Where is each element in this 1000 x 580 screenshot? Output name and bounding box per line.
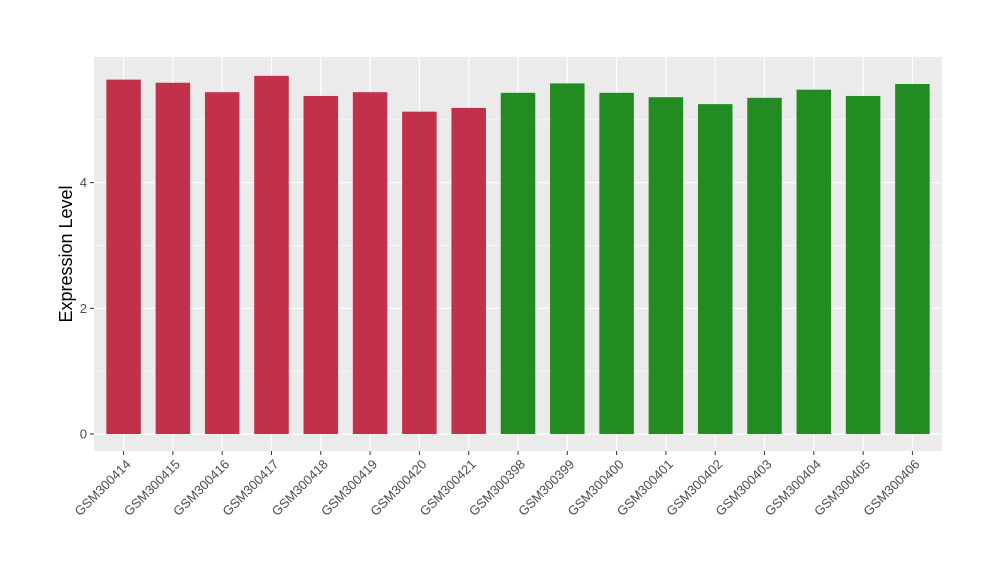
bar-GSM300401: [648, 97, 684, 435]
bar-GSM300414: [106, 79, 141, 435]
bar-GSM300400: [599, 92, 634, 435]
bar-GSM300417: [254, 75, 289, 435]
bar-GSM300402: [697, 104, 733, 435]
bar-GSM300420: [402, 111, 437, 435]
bar-GSM300406: [895, 84, 930, 435]
bar-GSM300415: [155, 82, 191, 435]
bar-GSM300398: [500, 92, 536, 435]
bar-GSM300418: [303, 95, 339, 435]
y-axis-title: Expression Level: [56, 185, 76, 322]
bar-GSM300404: [796, 89, 832, 435]
bar-GSM300399: [550, 83, 585, 435]
bar-GSM300403: [747, 97, 782, 435]
y-tick-label: 2: [80, 301, 87, 316]
bar-GSM300421: [451, 107, 486, 435]
bar-GSM300405: [845, 95, 881, 435]
y-axis: 0 2 4: [80, 175, 94, 442]
y-tick-label: 0: [80, 427, 87, 442]
y-tick-label: 4: [80, 175, 87, 190]
bar-GSM300416: [204, 92, 240, 435]
bars: [106, 75, 930, 435]
x-axis: GSM300414GSM300415GSM300416GSM300417GSM3…: [71, 451, 923, 519]
bar-GSM300419: [352, 92, 388, 435]
